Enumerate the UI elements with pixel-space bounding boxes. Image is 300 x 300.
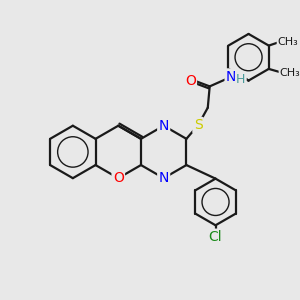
Text: H: H <box>236 73 245 86</box>
Text: Cl: Cl <box>209 230 222 244</box>
Text: N: N <box>158 119 169 133</box>
Text: O: O <box>185 74 196 88</box>
Text: N: N <box>226 70 236 84</box>
Text: S: S <box>194 118 203 132</box>
Text: CH₃: CH₃ <box>278 37 298 47</box>
Text: CH₃: CH₃ <box>280 68 300 78</box>
Text: N: N <box>158 171 169 185</box>
Text: O: O <box>113 171 124 185</box>
